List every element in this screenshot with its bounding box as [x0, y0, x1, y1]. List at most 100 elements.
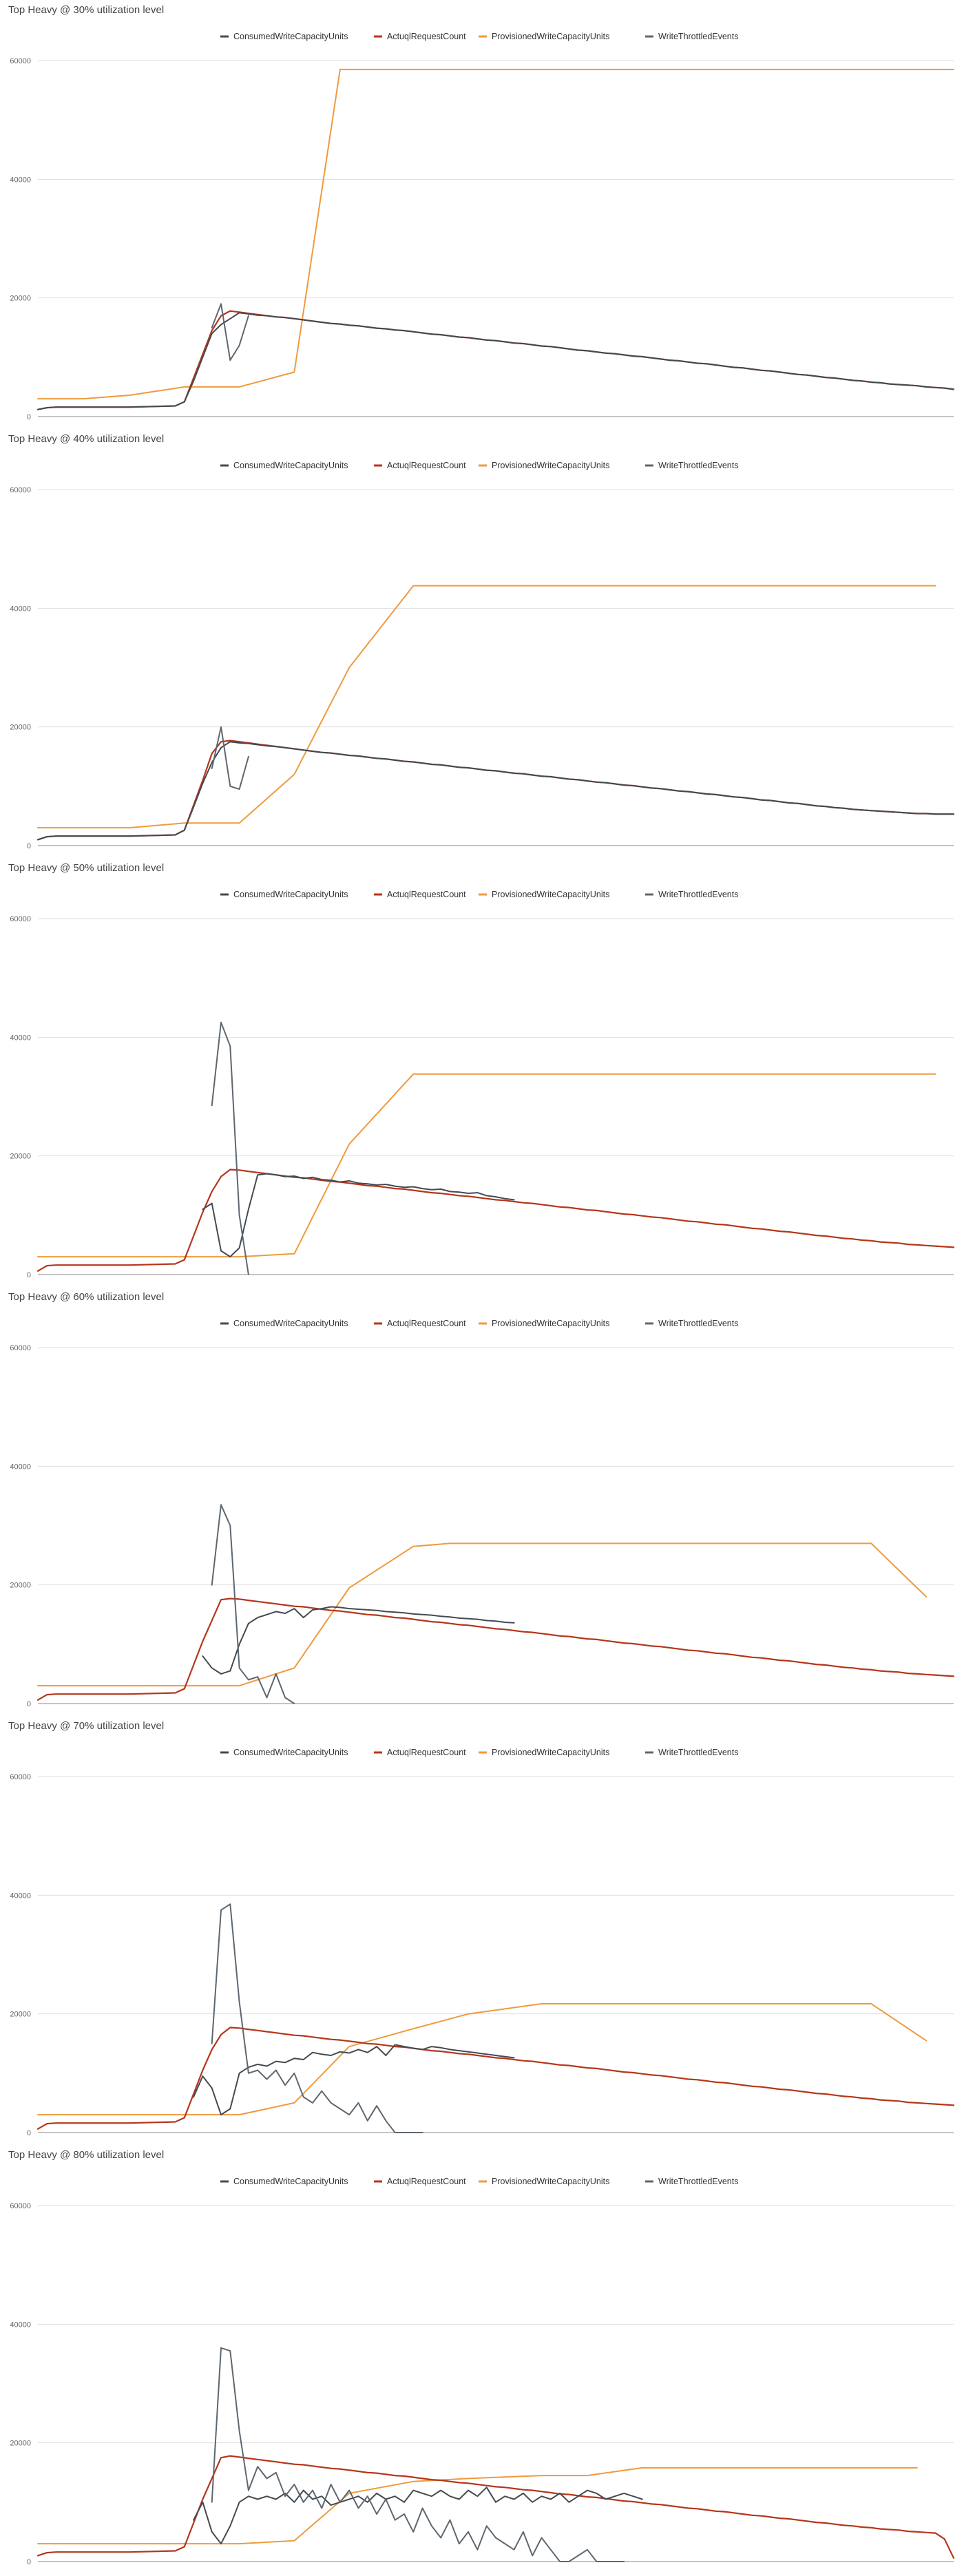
y-tick-label: 20000: [10, 2440, 31, 2448]
legend-label: ProvisionedWriteCapacityUnits: [492, 461, 609, 470]
legend-item-actuql-request-count[interactable]: ActuqlRequestCount: [374, 890, 466, 899]
legend-label: ProvisionedWriteCapacityUnits: [492, 2177, 609, 2186]
legend-label: ProvisionedWriteCapacityUnits: [492, 32, 609, 41]
legend-label: ConsumedWriteCapacityUnits: [233, 32, 348, 41]
legend-label: ProvisionedWriteCapacityUnits: [492, 1748, 609, 1757]
chart-panel: Top Heavy @ 30% utilization level 0 20000 4…: [0, 0, 964, 429]
y-tick-label: 0: [27, 413, 31, 421]
chart-svg: 0 20000 40000 60000 ConsumedWriteCapacityUni…: [10, 1319, 955, 1708]
series-line-actuql-request-count[interactable]: [36, 1169, 955, 1272]
chart-title: Top Heavy @ 40% utilization level: [8, 433, 165, 445]
legend-item-consumed-write-capacity-units[interactable]: ConsumedWriteCapacityUnits: [220, 2177, 348, 2186]
chart-title: Top Heavy @ 60% utilization level: [8, 1291, 165, 1303]
chart-svg: 0 20000 40000 60000 ConsumedWriteCapacityUni…: [10, 461, 955, 850]
legend-item-provisioned-write-capacity-units[interactable]: ProvisionedWriteCapacityUnits: [479, 1319, 609, 1328]
chart-panel: Top Heavy @ 60% utilization level 0 20000 4…: [0, 1287, 964, 1716]
legend-item-actuql-request-count[interactable]: ActuqlRequestCount: [374, 2177, 466, 2186]
series-line-write-throttled-events[interactable]: [211, 1903, 423, 2133]
chart-title: Top Heavy @ 80% utilization level: [8, 2149, 165, 2161]
series-line-provisioned-write-capacity-units[interactable]: [37, 68, 954, 400]
series-line-provisioned-write-capacity-units[interactable]: [37, 1542, 928, 1687]
legend-item-actuql-request-count[interactable]: ActuqlRequestCount: [374, 1748, 466, 1757]
legend-label: WriteThrottledEvents: [658, 461, 738, 470]
series-line-write-throttled-events[interactable]: [211, 1021, 249, 1275]
legend-item-provisioned-write-capacity-units[interactable]: ProvisionedWriteCapacityUnits: [479, 1748, 609, 1757]
chart-title: Top Heavy @ 70% utilization level: [8, 1720, 165, 1732]
legend-label: ConsumedWriteCapacityUnits: [233, 1319, 348, 1328]
y-tick-label: 20000: [10, 2011, 31, 2019]
chart-svg: 0 20000 40000 60000 ConsumedWriteCapacityUni…: [10, 890, 955, 1279]
legend-item-provisioned-write-capacity-units[interactable]: ProvisionedWriteCapacityUnits: [479, 2177, 609, 2186]
series-line-actuql-request-count[interactable]: [36, 2027, 955, 2130]
series-line-write-throttled-events[interactable]: [211, 1504, 295, 1704]
legend-label: ActuqlRequestCount: [387, 890, 466, 899]
series-line-consumed-write-capacity-units[interactable]: [37, 741, 954, 841]
chart-panel: Top Heavy @ 50% utilization level 0 20000 4…: [0, 858, 964, 1287]
legend-item-actuql-request-count[interactable]: ActuqlRequestCount: [374, 32, 466, 41]
series-line-provisioned-write-capacity-units[interactable]: [37, 585, 936, 829]
legend-item-write-throttled-events[interactable]: WriteThrottledEvents: [645, 1319, 738, 1328]
legend-label: ConsumedWriteCapacityUnits: [233, 1748, 348, 1757]
series-line-write-throttled-events[interactable]: [211, 303, 249, 362]
legend-item-provisioned-write-capacity-units[interactable]: ProvisionedWriteCapacityUnits: [479, 32, 609, 41]
chart-svg: 0 20000 40000 60000 ConsumedWriteCapacityUni…: [10, 2177, 955, 2566]
legend-item-write-throttled-events[interactable]: WriteThrottledEvents: [645, 461, 738, 470]
legend-label: WriteThrottledEvents: [658, 1319, 738, 1328]
series-line-consumed-write-capacity-units[interactable]: [193, 2044, 515, 2116]
legend-item-provisioned-write-capacity-units[interactable]: ProvisionedWriteCapacityUnits: [479, 890, 609, 899]
chart-panel: Top Heavy @ 40% utilization level 0 20000 4…: [0, 429, 964, 858]
series-line-write-throttled-events[interactable]: [211, 726, 249, 790]
series-line-actuql-request-count[interactable]: [36, 310, 955, 410]
series-line-provisioned-write-capacity-units[interactable]: [37, 2467, 918, 2545]
series-line-provisioned-write-capacity-units[interactable]: [37, 2003, 928, 2116]
y-tick-label: 40000: [10, 2321, 31, 2329]
legend-item-consumed-write-capacity-units[interactable]: ConsumedWriteCapacityUnits: [220, 461, 348, 470]
y-tick-label: 40000: [10, 605, 31, 613]
legend-item-provisioned-write-capacity-units[interactable]: ProvisionedWriteCapacityUnits: [479, 461, 609, 470]
legend-label: ProvisionedWriteCapacityUnits: [492, 890, 609, 899]
legend-label: ActuqlRequestCount: [387, 1748, 466, 1757]
y-tick-label: 0: [27, 1700, 31, 1708]
legend-item-consumed-write-capacity-units[interactable]: ConsumedWriteCapacityUnits: [220, 890, 348, 899]
legend-item-actuql-request-count[interactable]: ActuqlRequestCount: [374, 1319, 466, 1328]
legend-label: ProvisionedWriteCapacityUnits: [492, 1319, 609, 1328]
chart-panel: Top Heavy @ 80% utilization level 0 20000 4…: [0, 2145, 964, 2574]
chart-panel: Top Heavy @ 70% utilization level 0 20000 4…: [0, 1716, 964, 2145]
y-tick-label: 20000: [10, 1582, 31, 1590]
legend-label: ActuqlRequestCount: [387, 2177, 466, 2186]
y-tick-label: 20000: [10, 724, 31, 732]
legend-item-write-throttled-events[interactable]: WriteThrottledEvents: [645, 2177, 738, 2186]
series-line-actuql-request-count[interactable]: [36, 1598, 955, 1701]
legend-label: ConsumedWriteCapacityUnits: [233, 461, 348, 470]
series-line-consumed-write-capacity-units[interactable]: [202, 1173, 515, 1258]
series-line-actuql-request-count[interactable]: [36, 740, 955, 841]
legend-label: WriteThrottledEvents: [658, 32, 738, 41]
legend-item-write-throttled-events[interactable]: WriteThrottledEvents: [645, 1748, 738, 1757]
series-line-consumed-write-capacity-units[interactable]: [37, 312, 954, 410]
y-tick-label: 60000: [10, 2202, 31, 2210]
y-tick-label: 60000: [10, 915, 31, 923]
series-line-write-throttled-events[interactable]: [211, 2347, 625, 2562]
legend-label: ActuqlRequestCount: [387, 461, 466, 470]
chart-svg: 0 20000 40000 60000 ConsumedWriteCapacityUni…: [10, 1748, 955, 2137]
series-line-actuql-request-count[interactable]: [36, 2455, 955, 2559]
y-tick-label: 0: [27, 2558, 31, 2566]
legend-label: WriteThrottledEvents: [658, 1748, 738, 1757]
y-tick-label: 0: [27, 842, 31, 850]
series-line-consumed-write-capacity-units[interactable]: [202, 1606, 515, 1675]
legend-item-consumed-write-capacity-units[interactable]: ConsumedWriteCapacityUnits: [220, 32, 348, 41]
legend-item-write-throttled-events[interactable]: WriteThrottledEvents: [645, 890, 738, 899]
series-line-consumed-write-capacity-units[interactable]: [193, 2486, 643, 2545]
legend-label: ConsumedWriteCapacityUnits: [233, 2177, 348, 2186]
y-tick-label: 40000: [10, 1034, 31, 1042]
y-tick-label: 60000: [10, 486, 31, 494]
series-line-provisioned-write-capacity-units[interactable]: [37, 1073, 936, 1258]
legend-item-write-throttled-events[interactable]: WriteThrottledEvents: [645, 32, 738, 41]
y-tick-label: 40000: [10, 1463, 31, 1471]
legend-item-consumed-write-capacity-units[interactable]: ConsumedWriteCapacityUnits: [220, 1748, 348, 1757]
chart-svg: 0 20000 40000 60000 ConsumedWriteCapacityUni…: [10, 32, 955, 421]
legend-item-consumed-write-capacity-units[interactable]: ConsumedWriteCapacityUnits: [220, 1319, 348, 1328]
y-tick-label: 0: [27, 2129, 31, 2137]
legend-item-actuql-request-count[interactable]: ActuqlRequestCount: [374, 461, 466, 470]
